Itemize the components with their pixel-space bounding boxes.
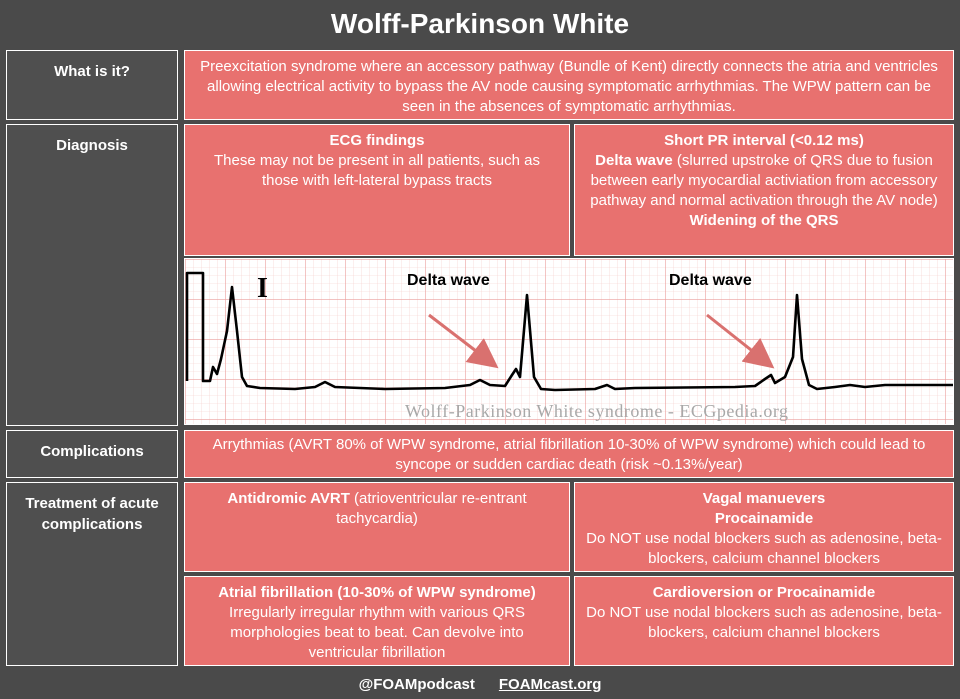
ecg-findings-text: These may not be present in all patients… [213, 152, 540, 189]
delta-wave-description: Delta wave (slurred upstroke of QRS due … [585, 151, 943, 211]
ecg-grid [185, 259, 953, 424]
nodal-blocker-warning-1: Do NOT use nodal blockers such as adenos… [586, 530, 942, 567]
avrt-treatment-cell: Vagal manuevers Procainamide Do NOT use … [574, 482, 954, 572]
row-label-what-is-it: What is it? [6, 50, 178, 120]
page-title: Wolff-Parkinson White [330, 8, 630, 39]
atrial-fibrillation-cell: Atrial fibrillation (10-30% of WPW syndr… [184, 576, 570, 666]
nodal-blocker-warning-2: Do NOT use nodal blockers such as adenos… [586, 604, 942, 641]
ecg-strip: I Delta wave Delta wave Wolff-Parkinson … [184, 258, 954, 425]
ecg-svg: I Delta wave Delta wave Wolff-Parkinson … [185, 259, 953, 424]
what-is-it-text: Preexcitation syndrome where an accessor… [184, 50, 954, 120]
ecg-findings-heading: ECG findings [329, 132, 425, 149]
ecg-watermark: Wolff-Parkinson White syndrome - ECGpedi… [405, 401, 789, 421]
cardioversion-or-procainamide: Cardioversion or Procainamide [652, 584, 876, 601]
widening-qrs: Widening of the QRS [689, 212, 839, 229]
delta-wave-label-2: Delta wave [669, 272, 752, 289]
row-label-diagnosis: Diagnosis [6, 124, 178, 426]
delta-wave-arrow-2 [706, 313, 775, 369]
procainamide: Procainamide [714, 510, 814, 527]
row-label-complications: Complications [6, 430, 178, 478]
afib-treatment-cell: Cardioversion or Procainamide Do NOT use… [574, 576, 954, 666]
antidromic-avrt-text: (atrioventricular re-entrant tachycardia… [336, 490, 527, 527]
row-label-treatment: Treatment of acute complications [6, 482, 178, 666]
ecg-criteria-cell: Short PR interval (<0.12 ms) Delta wave … [574, 124, 954, 256]
atrial-fibrillation-heading: Atrial fibrillation (10-30% of WPW syndr… [218, 584, 536, 601]
delta-wave-explanation: (slurred upstroke of QRS due to fusion b… [590, 152, 938, 209]
atrial-fibrillation-text: Irregularly irregular rhythm with variou… [229, 604, 525, 661]
ecg-lead-label: I [257, 273, 268, 304]
delta-wave-term: Delta wave [595, 152, 673, 169]
complications-text: Arrythmias (AVRT 80% of WPW syndrome, at… [184, 430, 954, 478]
delta-wave-arrow-1 [428, 313, 499, 369]
antidromic-avrt-heading: Antidromic AVRT [227, 490, 350, 507]
ecg-trace [185, 271, 953, 392]
footer-handle[interactable]: @FOAMpodcast [358, 675, 475, 693]
footer: @FOAMpodcast FOAMcast.org [0, 672, 960, 696]
vagal-manuevers: Vagal manuevers [702, 490, 826, 507]
footer-site-link[interactable]: FOAMcast.org [498, 675, 602, 693]
ecg-findings-cell: ECG findings These may not be present in… [184, 124, 570, 256]
short-pr-interval: Short PR interval (<0.12 ms) [664, 132, 864, 149]
antidromic-avrt-cell: Antidromic AVRT (atrioventricular re-ent… [184, 482, 570, 572]
delta-wave-label-1: Delta wave [407, 272, 490, 289]
